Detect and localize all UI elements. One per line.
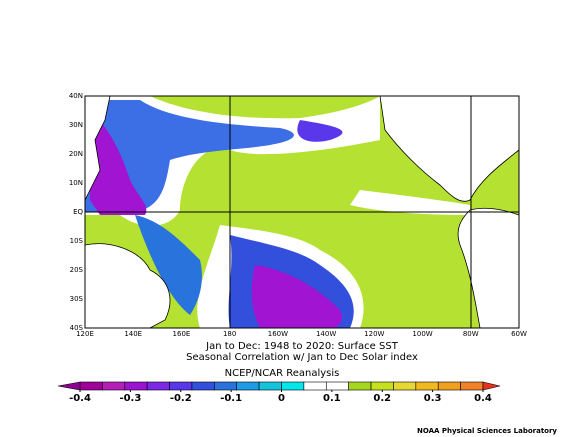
colorbar-tick-label: 0 bbox=[278, 393, 285, 404]
colorbar-box bbox=[102, 381, 126, 391]
colorbar-box bbox=[415, 381, 439, 391]
colorbar-box bbox=[124, 381, 148, 391]
lat-label: 30N bbox=[69, 121, 83, 129]
colorbar-box bbox=[281, 381, 305, 391]
credit: NOAA Physical Sciences Laboratory bbox=[417, 427, 557, 435]
colorbar-under bbox=[57, 381, 81, 391]
land-north-america bbox=[379, 95, 520, 202]
lat-label: 10S bbox=[70, 237, 84, 245]
colorbar-box bbox=[236, 381, 260, 391]
colorbar-box bbox=[303, 381, 327, 391]
colorbar-box bbox=[437, 381, 461, 391]
colorbar-tick-label: 0.1 bbox=[323, 393, 341, 404]
lat-label: 40S bbox=[70, 324, 84, 332]
map-frame bbox=[84, 95, 520, 329]
colorbar-over bbox=[482, 381, 501, 391]
map-field bbox=[90, 110, 147, 215]
colorbar-box bbox=[191, 381, 215, 391]
colorbar-tick-label: -0.4 bbox=[69, 393, 91, 404]
colorbar-tick-label: -0.3 bbox=[119, 393, 141, 404]
colorbar-box bbox=[460, 381, 484, 391]
colorbar-box bbox=[169, 381, 193, 391]
colorbar-box bbox=[393, 381, 417, 391]
colorbar-tick-label: -0.2 bbox=[170, 393, 192, 404]
colorbar-box bbox=[258, 381, 282, 391]
lon-label: 120W bbox=[364, 330, 384, 338]
lon-label: 80W bbox=[463, 330, 479, 338]
colorbar-title: NCEP/NCAR Reanalysis bbox=[225, 368, 340, 379]
lon-label: 100W bbox=[412, 330, 432, 338]
caption: Seasonal Correlation w/ Jan to Dec Solar… bbox=[186, 352, 418, 363]
lon-label: 120E bbox=[76, 330, 94, 338]
lon-label: 60W bbox=[511, 330, 527, 338]
colorbar-box bbox=[325, 381, 349, 391]
land-australia bbox=[84, 243, 171, 329]
lon-label: 160W bbox=[268, 330, 288, 338]
map-field bbox=[350, 190, 470, 215]
lon-label: 140E bbox=[124, 330, 142, 338]
land-south-america bbox=[457, 207, 520, 329]
land-asia bbox=[84, 95, 111, 201]
lat-label: 20S bbox=[70, 266, 84, 274]
lon-label: 160E bbox=[173, 330, 191, 338]
lat-label: 10N bbox=[69, 179, 83, 187]
colorbar-box bbox=[146, 381, 170, 391]
colorbar-tick-label: 0.2 bbox=[373, 393, 391, 404]
colorbar-tick-label: 0.3 bbox=[424, 393, 442, 404]
map bbox=[84, 95, 520, 329]
lon-label: 180 bbox=[223, 330, 236, 338]
map-field bbox=[251, 265, 342, 328]
lat-label: 30S bbox=[70, 295, 84, 303]
colorbar-tick-label: 0.4 bbox=[474, 393, 492, 404]
map-field bbox=[135, 215, 202, 315]
colorbar-box bbox=[370, 381, 394, 391]
lat-label: 20N bbox=[69, 150, 83, 158]
colorbar-tick-label: -0.1 bbox=[220, 393, 242, 404]
colorbar-box bbox=[348, 381, 372, 391]
map-field bbox=[297, 120, 343, 142]
colorbar-box bbox=[79, 381, 103, 391]
lat-label: EQ bbox=[73, 208, 83, 216]
caption: Jan to Dec: 1948 to 2020: Surface SST bbox=[205, 341, 399, 352]
lon-label: 140W bbox=[316, 330, 336, 338]
lat-label: 40N bbox=[69, 92, 83, 100]
colorbar-box bbox=[214, 381, 238, 391]
map-field bbox=[85, 100, 294, 213]
